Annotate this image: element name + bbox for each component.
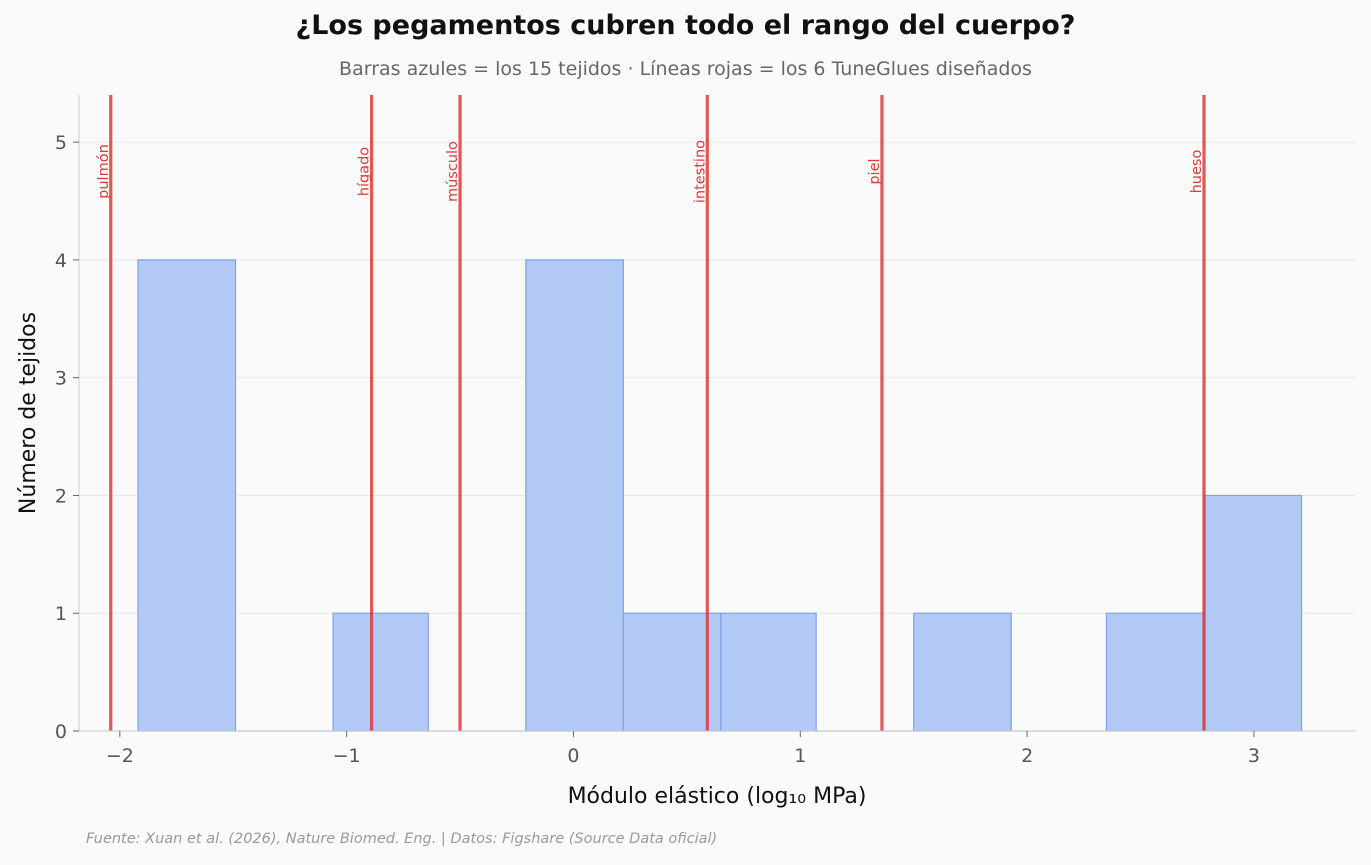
glue-label: pulmón bbox=[96, 144, 112, 199]
y-tick-label: 3 bbox=[55, 368, 67, 390]
y-tick-label: 0 bbox=[55, 721, 67, 743]
axes: −2 −1 0 1 2 3 0 1 2 3 4 5 bbox=[55, 95, 1356, 767]
y-tick-label: 1 bbox=[55, 603, 67, 625]
glue-lines: pulmón hígado músculo intestino piel hueso bbox=[96, 95, 1206, 731]
x-tick-label: 3 bbox=[1248, 745, 1260, 767]
x-axis-label: Módulo elástico (log₁₀ MPa) bbox=[568, 784, 867, 809]
histogram-bar bbox=[525, 259, 624, 732]
glue-label: músculo bbox=[445, 141, 461, 202]
histogram-bar bbox=[720, 612, 817, 732]
histogram-bar bbox=[332, 612, 429, 732]
x-tick-label: −1 bbox=[333, 745, 361, 767]
glue-label: hígado bbox=[357, 147, 373, 197]
glue-label: intestino bbox=[692, 140, 708, 203]
glue-label: hueso bbox=[1189, 150, 1205, 194]
histogram-bars bbox=[137, 259, 1303, 732]
chart-subtitle: Barras azules = los 15 tejidos · Líneas … bbox=[339, 58, 1032, 80]
glue-label: piel bbox=[867, 158, 883, 184]
x-tick-label: 1 bbox=[794, 745, 806, 767]
histogram-bar bbox=[1203, 494, 1303, 732]
source-footnote: Fuente: Xuan et al. (2026), Nature Biome… bbox=[86, 831, 718, 847]
histogram-bar bbox=[1105, 612, 1205, 732]
histogram-bar bbox=[913, 612, 1012, 732]
x-tick-label: 0 bbox=[567, 745, 579, 767]
chart-title: ¿Los pegamentos cubren todo el rango del… bbox=[295, 10, 1076, 41]
y-tick-label: 2 bbox=[55, 485, 67, 507]
histogram-bar bbox=[137, 259, 237, 732]
y-tick-label: 5 bbox=[55, 132, 67, 154]
y-tick-label: 4 bbox=[55, 250, 67, 272]
x-tick-label: 2 bbox=[1021, 745, 1033, 767]
grid-lines bbox=[79, 141, 1356, 614]
x-tick-label: −2 bbox=[106, 745, 134, 767]
y-axis-label: Número de tejidos bbox=[16, 312, 41, 514]
